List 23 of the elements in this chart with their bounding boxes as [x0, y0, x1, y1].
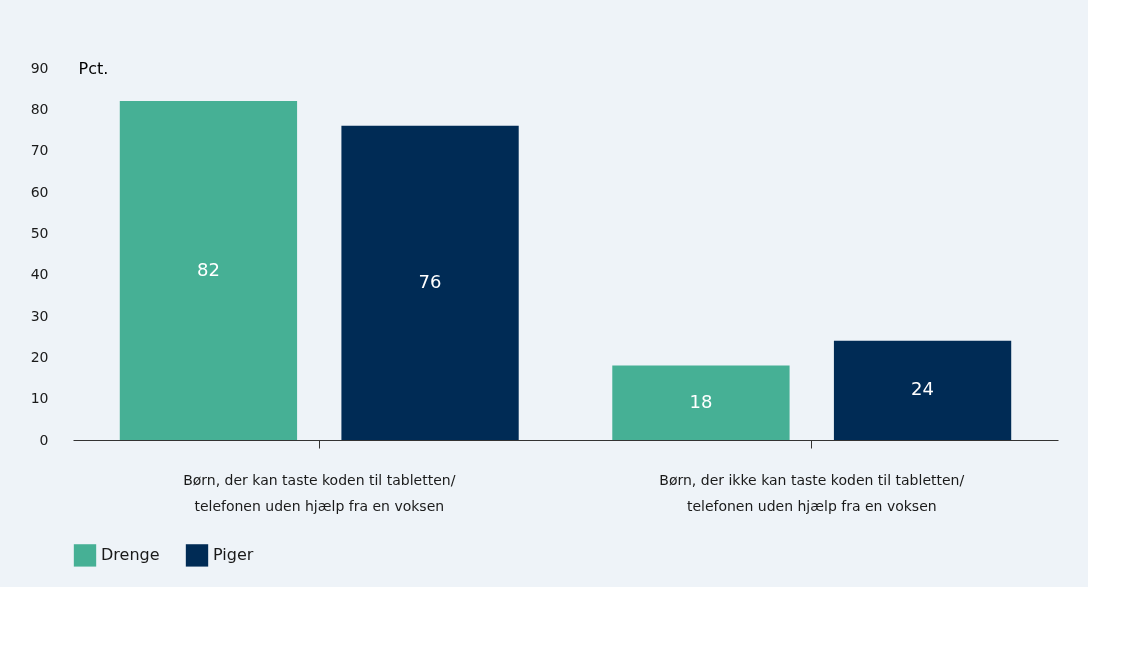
- legend-label: Piger: [213, 545, 254, 565]
- bar: [833, 340, 1012, 440]
- legend-label: Drenge: [101, 545, 160, 565]
- bar: [341, 125, 519, 440]
- bar: [612, 365, 790, 440]
- x-tick-label: Børn, der kan taste koden til tabletten/ telefonen uden hjælp fra en voksen: [183, 471, 456, 514]
- y-tick-label: 20: [30, 348, 49, 365]
- y-tick-label: 60: [30, 183, 49, 200]
- data-label: 18: [689, 390, 713, 412]
- y-tick-label: 30: [30, 307, 49, 324]
- y-tick-label: 40: [30, 266, 49, 283]
- y-tick-label: 50: [30, 224, 49, 241]
- y-tick-label: 70: [30, 142, 49, 159]
- y-tick-label: 10: [30, 390, 49, 407]
- y-axis-title: Pct.: [78, 58, 109, 78]
- y-tick-label: 90: [30, 59, 49, 76]
- y-tick-label: 0: [39, 431, 49, 448]
- data-label: 76: [418, 270, 442, 292]
- data-label: 82: [196, 258, 220, 280]
- bar: [119, 101, 298, 440]
- x-tick-label: Børn, der ikke kan taste koden til tabletten/ telefonen uden hjælp fra en voksen: [659, 471, 965, 514]
- data-label: 24: [911, 378, 935, 400]
- y-tick-label: 80: [30, 100, 49, 117]
